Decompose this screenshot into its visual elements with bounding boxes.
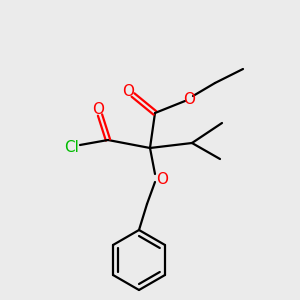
- Text: Cl: Cl: [64, 140, 80, 154]
- Text: O: O: [122, 85, 134, 100]
- Text: O: O: [156, 172, 168, 187]
- Text: O: O: [92, 101, 104, 116]
- Text: O: O: [183, 92, 195, 107]
